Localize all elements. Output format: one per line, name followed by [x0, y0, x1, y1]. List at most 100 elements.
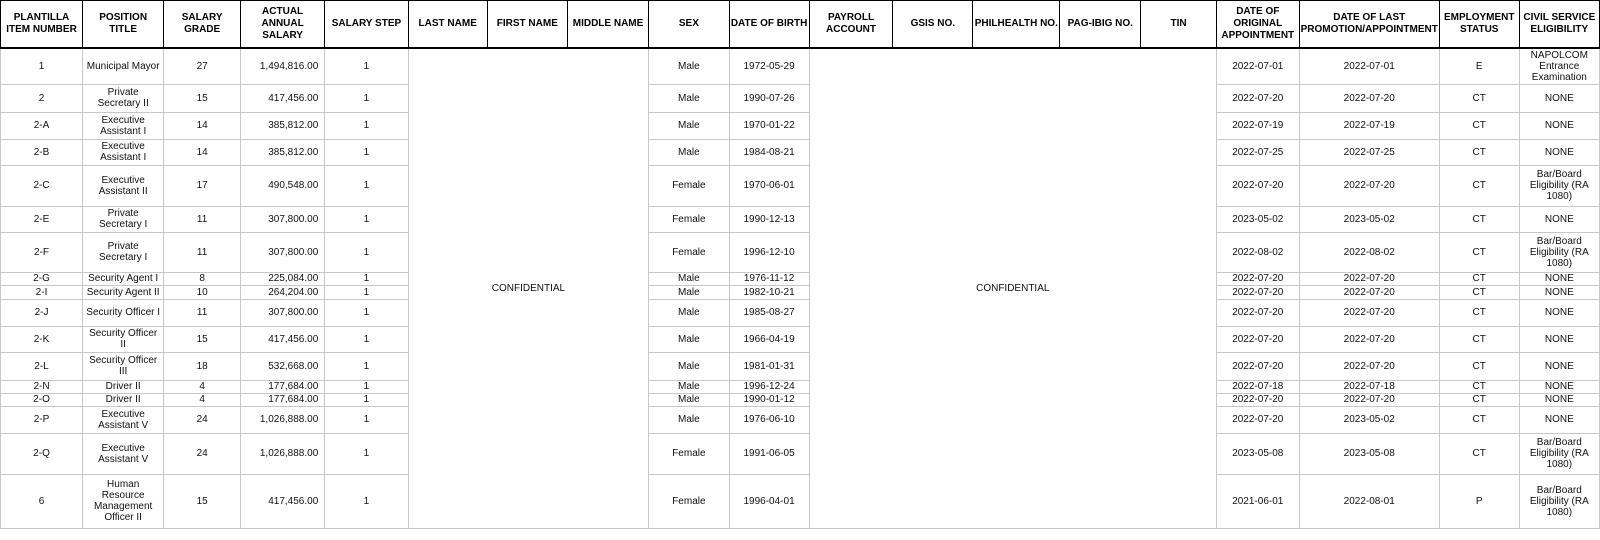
cell-grade: 27	[163, 47, 241, 85]
column-header: DATE OF BIRTH	[728, 0, 810, 49]
cell-sex: Female	[648, 432, 730, 475]
cell-salary: 225,084.00	[239, 271, 326, 286]
cell-position: Private Secretary I	[82, 205, 165, 233]
cell-last: 2022-07-25	[1298, 138, 1440, 166]
cell-position: Executive Assistant V	[82, 405, 165, 434]
cell-orig: 2022-07-20	[1215, 284, 1300, 300]
cell-grade: 14	[163, 138, 241, 166]
cell-step: 1	[324, 164, 409, 207]
column-header: PAYROLL ACCOUNT	[808, 0, 894, 49]
cell-dob: 1985-08-27	[728, 298, 810, 327]
cell-grade: 15	[163, 325, 241, 353]
cell-status: CT	[1438, 205, 1520, 233]
column-header: PAG-IBIG NO.	[1059, 0, 1142, 49]
cell-salary: 532,668.00	[239, 351, 326, 381]
cell-step: 1	[324, 405, 409, 434]
column-header: SALARY GRADE	[163, 0, 241, 49]
cell-step: 1	[324, 111, 409, 140]
cell-position: Private Secretary I	[82, 231, 165, 273]
cell-position: Security Agent II	[82, 284, 165, 300]
cell-item: 2-N	[0, 379, 84, 394]
cell-dob: 1976-11-12	[728, 271, 810, 286]
table-row: 2-J Security Officer I 11 307,800.00 1 Male 19…	[0, 298, 1600, 327]
cell-status: CT	[1438, 138, 1520, 166]
cell-elig: NONE	[1518, 271, 1600, 286]
table-row: 2-Q Executive Assistant V 24 1,026,888.00 1 F…	[0, 432, 1600, 475]
cell-last: 2023-05-02	[1298, 405, 1440, 434]
cell-salary: 385,812.00	[239, 138, 326, 166]
table-row: 2-C Executive Assistant II 17 490,548.00 1 Fe…	[0, 164, 1600, 207]
table-row: 2-E Private Secretary I 11 307,800.00 1 Femal…	[0, 205, 1600, 233]
cell-sex: Male	[648, 47, 730, 85]
cell-status: CT	[1438, 325, 1520, 353]
cell-sex: Male	[648, 284, 730, 300]
cell-salary: 490,548.00	[239, 164, 326, 207]
cell-elig: Bar/Board Eligibility (RA 1080)	[1518, 432, 1600, 475]
cell-step: 1	[324, 379, 409, 394]
cell-elig: NONE	[1518, 83, 1600, 113]
cell-status: CT	[1438, 111, 1520, 140]
cell-step: 1	[324, 205, 409, 233]
cell-grade: 15	[163, 83, 241, 113]
cell-sex: Male	[648, 405, 730, 434]
cell-dob: 1990-12-13	[728, 205, 810, 233]
cell-orig: 2022-07-01	[1215, 47, 1300, 85]
cell-last: 2022-07-18	[1298, 379, 1440, 394]
cell-dob: 1990-07-26	[728, 83, 810, 113]
cell-item: 2-E	[0, 205, 84, 233]
column-header: PHILHEALTH NO.	[972, 0, 1061, 49]
cell-orig: 2022-07-20	[1215, 405, 1300, 434]
cell-last: 2023-05-02	[1298, 205, 1440, 233]
cell-status: CT	[1438, 83, 1520, 113]
cell-salary: 177,684.00	[239, 392, 326, 407]
cell-sex: Male	[648, 379, 730, 394]
cell-last: 2022-07-19	[1298, 111, 1440, 140]
column-header: POSITION TITLE	[82, 0, 165, 49]
cell-step: 1	[324, 138, 409, 166]
confidential-cell: CONFIDENTIAL	[407, 47, 650, 529]
cell-status: CT	[1438, 271, 1520, 286]
column-header: EMPLOYMENT STATUS	[1438, 0, 1520, 49]
cell-position: Executive Assistant I	[82, 111, 165, 140]
cell-salary: 1,026,888.00	[239, 405, 326, 434]
cell-item: 2-I	[0, 284, 84, 300]
table-row: 2-F Private Secretary I 11 307,800.00 1 Femal…	[0, 231, 1600, 273]
cell-status: CT	[1438, 405, 1520, 434]
cell-status: CT	[1438, 298, 1520, 327]
cell-status: E	[1438, 47, 1520, 85]
cell-last: 2022-08-01	[1298, 473, 1440, 529]
cell-elig: Bar/Board Eligibility (RA 1080)	[1518, 231, 1600, 273]
cell-last: 2022-07-20	[1298, 351, 1440, 381]
cell-orig: 2022-07-18	[1215, 379, 1300, 394]
cell-elig: NONE	[1518, 351, 1600, 381]
table-row: 2-P Executive Assistant V 24 1,026,888.00 1 M…	[0, 405, 1600, 434]
column-header: CIVIL SERVICE ELIGIBILITY	[1518, 0, 1600, 49]
cell-dob: 1996-12-24	[728, 379, 810, 394]
cell-salary: 1,494,816.00	[239, 47, 326, 85]
cell-dob: 1991-06-05	[728, 432, 810, 475]
cell-last: 2022-07-20	[1298, 298, 1440, 327]
cell-item: 2-Q	[0, 432, 84, 475]
column-header: MIDDLE NAME	[566, 0, 650, 49]
cell-sex: Female	[648, 473, 730, 529]
cell-position: Security Agent I	[82, 271, 165, 286]
cell-grade: 17	[163, 164, 241, 207]
cell-orig: 2022-07-20	[1215, 271, 1300, 286]
table-row: 2 Private Secretary II 15 417,456.00 1 Male 19…	[0, 83, 1600, 113]
cell-step: 1	[324, 271, 409, 286]
cell-position: Executive Assistant V	[82, 432, 165, 475]
cell-orig: 2022-07-20	[1215, 351, 1300, 381]
cell-position: Municipal Mayor	[82, 47, 165, 85]
cell-sex: Male	[648, 325, 730, 353]
column-header: LAST NAME	[407, 0, 488, 49]
cell-step: 1	[324, 325, 409, 353]
cell-dob: 1984-08-21	[728, 138, 810, 166]
cell-salary: 1,026,888.00	[239, 432, 326, 475]
cell-elig: NAPOLCOM Entrance Examination	[1518, 47, 1600, 85]
column-header: DATE OF LAST PROMOTION/APPOINTMENT	[1298, 0, 1440, 49]
table-row: 6 Human Resource Management Officer II 15 4…	[0, 473, 1600, 529]
column-header: SALARY STEP	[324, 0, 409, 49]
column-header: PLANTILLA ITEM NUMBER	[0, 0, 84, 49]
cell-status: P	[1438, 473, 1520, 529]
cell-grade: 11	[163, 205, 241, 233]
